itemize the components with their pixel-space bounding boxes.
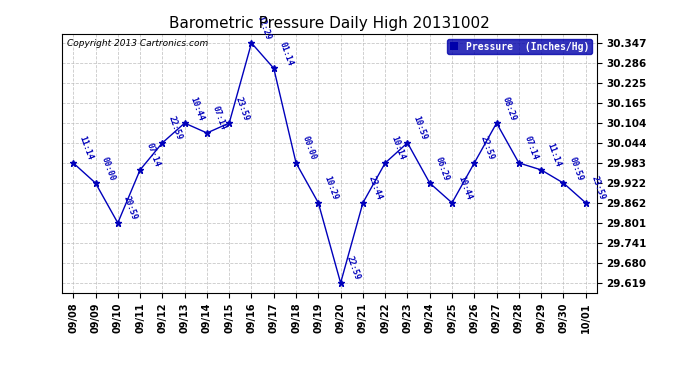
Text: 06:29: 06:29: [434, 155, 451, 182]
Text: 10:44: 10:44: [456, 175, 473, 201]
Text: Copyright 2013 Cartronics.com: Copyright 2013 Cartronics.com: [68, 39, 208, 48]
Text: 10:59: 10:59: [412, 115, 428, 141]
Text: 07:14: 07:14: [523, 135, 540, 162]
Text: 07:14: 07:14: [144, 142, 161, 168]
Text: 22:59: 22:59: [478, 135, 495, 162]
Text: 12:29: 12:29: [256, 15, 273, 42]
Text: 22:59: 22:59: [166, 115, 184, 141]
Legend: Pressure  (Inches/Hg): Pressure (Inches/Hg): [447, 39, 592, 54]
Text: 01:14: 01:14: [278, 40, 295, 67]
Text: 20:59: 20:59: [122, 195, 139, 222]
Text: 11:14: 11:14: [545, 142, 562, 168]
Text: 23:59: 23:59: [233, 95, 250, 122]
Text: 11:14: 11:14: [77, 135, 95, 162]
Text: 07:14: 07:14: [211, 105, 228, 132]
Title: Barometric Pressure Daily High 20131002: Barometric Pressure Daily High 20131002: [169, 16, 490, 31]
Text: 22:59: 22:59: [345, 255, 362, 282]
Text: 00:00: 00:00: [300, 135, 317, 162]
Text: 00:59: 00:59: [568, 155, 584, 182]
Text: 08:29: 08:29: [501, 95, 518, 122]
Text: 00:00: 00:00: [99, 155, 117, 182]
Text: 10:14: 10:14: [389, 135, 406, 162]
Text: 23:44: 23:44: [367, 175, 384, 201]
Text: 10:29: 10:29: [322, 175, 339, 201]
Text: 23:59: 23:59: [590, 175, 607, 201]
Text: 10:44: 10:44: [189, 95, 206, 122]
